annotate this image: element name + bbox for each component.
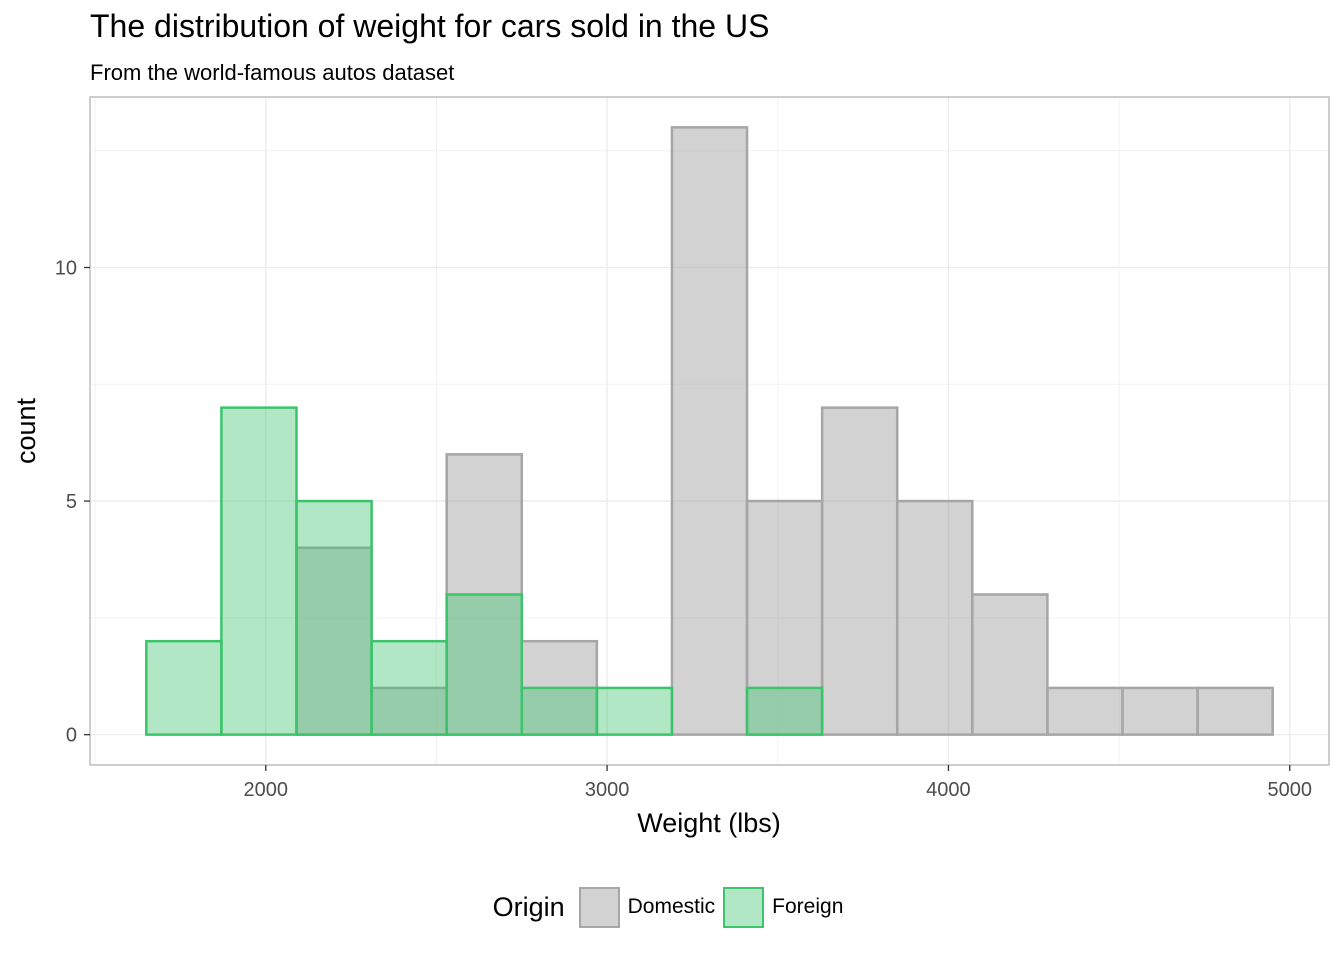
x-tick-label: 2000 xyxy=(244,779,289,801)
legend: Origin Domestic Foreign xyxy=(0,884,1344,930)
y-tick-label: 0 xyxy=(66,725,77,747)
bar-foreign-6 xyxy=(595,686,674,736)
legend-title: Origin xyxy=(492,891,565,922)
bar-foreign-5 xyxy=(520,686,599,736)
bar-domestic-3 xyxy=(370,686,448,736)
bar-domestic-7 xyxy=(670,126,749,736)
bar-domestic-9 xyxy=(820,406,899,736)
legend-label-domestic: Domestic xyxy=(627,895,716,918)
bar-domestic-14 xyxy=(1196,686,1274,736)
axis-ticks: 2000 3000 4000 5000 0 5 10 xyxy=(55,258,1312,801)
chart-title: The distribution of weight for cars sold… xyxy=(90,8,770,44)
bar-domestic-10 xyxy=(895,499,974,736)
bar-foreign-1 xyxy=(220,406,298,736)
foreign-bars xyxy=(145,406,824,736)
x-axis-title: Weight (lbs) xyxy=(637,808,781,838)
bar-foreign-2 xyxy=(295,499,373,736)
chart-subtitle: From the world-famous autos dataset xyxy=(90,60,455,85)
bar-domestic-13 xyxy=(1121,686,1199,736)
y-tick-label: 5 xyxy=(66,491,77,513)
x-tick-label: 3000 xyxy=(585,779,630,801)
legend-label-foreign: Foreign xyxy=(772,895,844,918)
y-axis-title: count xyxy=(11,397,41,464)
panel-border xyxy=(89,96,1330,766)
bar-foreign-4 xyxy=(445,593,524,736)
legend-key-foreign xyxy=(723,886,765,928)
bar-foreign-0 xyxy=(145,639,223,736)
x-tick-label: 4000 xyxy=(926,779,971,801)
bar-foreign-3 xyxy=(370,639,448,736)
bar-foreign-8 xyxy=(745,686,824,736)
bar-domestic-11 xyxy=(971,593,1049,736)
y-tick-label: 10 xyxy=(55,258,77,280)
legend-key-domestic xyxy=(578,886,620,928)
bar-domestic-12 xyxy=(1046,686,1124,736)
x-tick-label: 5000 xyxy=(1267,779,1312,801)
